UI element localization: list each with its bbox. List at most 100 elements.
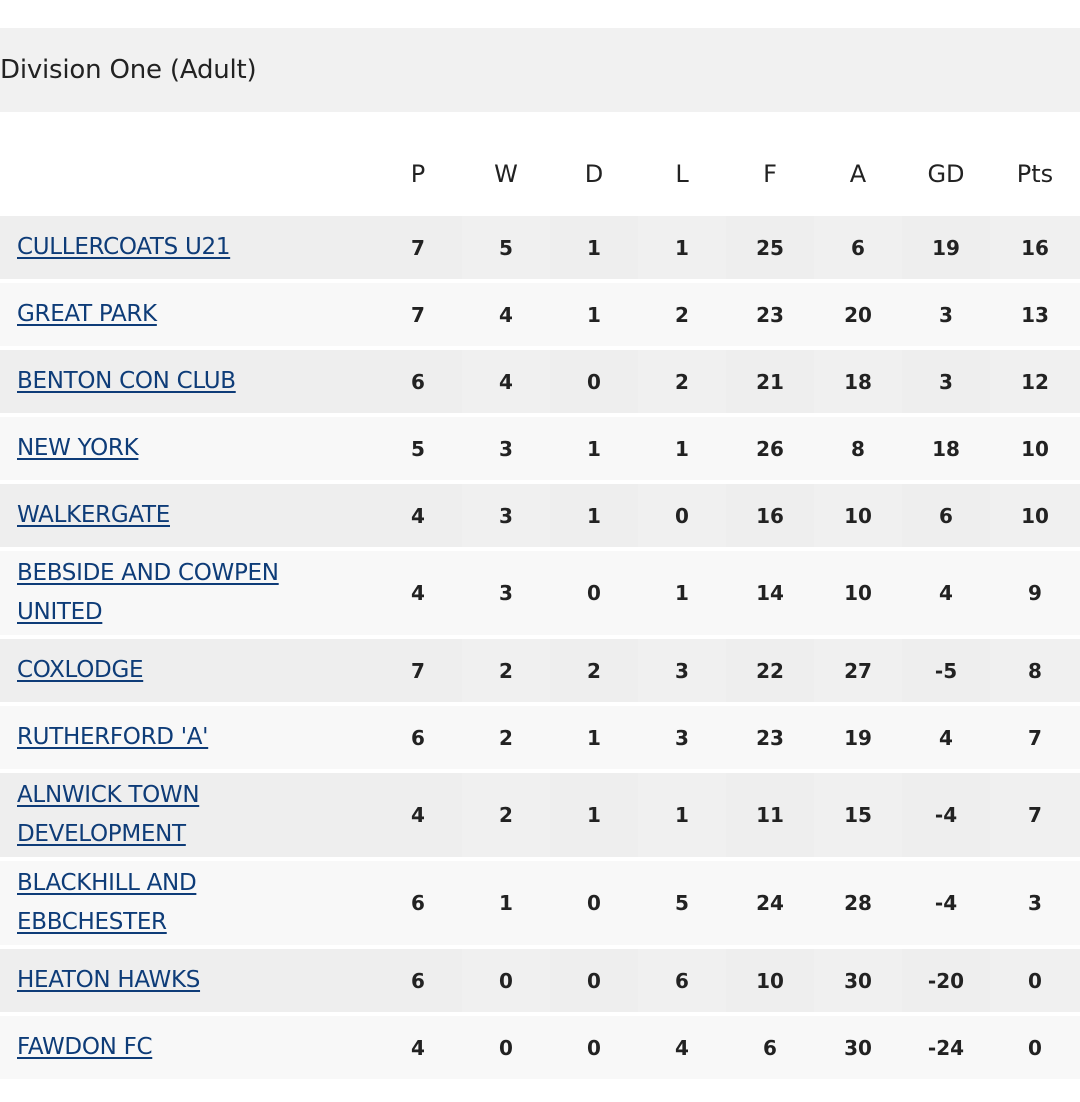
lost-cell: 5 — [638, 859, 726, 947]
played-cell: 6 — [374, 348, 462, 415]
table-header: P W D L F A GD Pts — [0, 136, 1080, 215]
division-title: Division One (Adult) — [0, 55, 257, 85]
team-link[interactable]: COXLODGE — [17, 657, 144, 683]
points-cell: 3 — [990, 859, 1080, 947]
lost-cell: 1 — [638, 771, 726, 859]
drawn-cell: 1 — [550, 281, 638, 348]
drawn-cell: 0 — [550, 859, 638, 947]
team-cell: BENTON CON CLUB — [0, 348, 374, 415]
table-row: HEATON HAWKS 6 0 0 6 10 30 -20 0 — [0, 947, 1080, 1014]
against-cell: 15 — [814, 771, 902, 859]
for-cell: 21 — [726, 348, 814, 415]
header-row: P W D L F A GD Pts — [0, 136, 1080, 215]
drawn-cell: 0 — [550, 947, 638, 1014]
played-cell: 4 — [374, 771, 462, 859]
goal-difference-cell: -24 — [902, 1014, 990, 1079]
team-cell: BEBSIDE AND COWPEN UNITED — [0, 549, 374, 637]
table-row: GREAT PARK 7 4 1 2 23 20 3 13 — [0, 281, 1080, 348]
table-row: BEBSIDE AND COWPEN UNITED 4 3 0 1 14 10 … — [0, 549, 1080, 637]
header-goal-difference: GD — [902, 136, 990, 215]
goal-difference-cell: -20 — [902, 947, 990, 1014]
lost-cell: 0 — [638, 482, 726, 549]
played-cell: 4 — [374, 1014, 462, 1079]
team-cell: HEATON HAWKS — [0, 947, 374, 1014]
goal-difference-cell: 4 — [902, 549, 990, 637]
won-cell: 0 — [462, 947, 550, 1014]
lost-cell: 4 — [638, 1014, 726, 1079]
points-cell: 10 — [990, 482, 1080, 549]
won-cell: 2 — [462, 771, 550, 859]
team-cell: NEW YORK — [0, 415, 374, 482]
played-cell: 7 — [374, 281, 462, 348]
team-cell: RUTHERFORD 'A' — [0, 704, 374, 771]
for-cell: 24 — [726, 859, 814, 947]
division-header: Division One (Adult) — [0, 28, 1080, 112]
team-link[interactable]: CULLERCOATS U21 — [17, 234, 231, 260]
for-cell: 26 — [726, 415, 814, 482]
team-link[interactable]: BENTON CON CLUB — [17, 368, 236, 394]
points-cell: 10 — [990, 415, 1080, 482]
for-cell: 23 — [726, 281, 814, 348]
team-link[interactable]: HEATON HAWKS — [17, 967, 201, 993]
against-cell: 10 — [814, 482, 902, 549]
drawn-cell: 1 — [550, 214, 638, 281]
won-cell: 5 — [462, 214, 550, 281]
goal-difference-cell: -5 — [902, 637, 990, 704]
team-link[interactable]: BLACKHILL AND EBBCHESTER — [17, 870, 197, 935]
won-cell: 3 — [462, 482, 550, 549]
points-cell: 12 — [990, 348, 1080, 415]
played-cell: 6 — [374, 704, 462, 771]
team-cell: CULLERCOATS U21 — [0, 214, 374, 281]
table-row: BENTON CON CLUB 6 4 0 2 21 18 3 12 — [0, 348, 1080, 415]
against-cell: 30 — [814, 947, 902, 1014]
against-cell: 20 — [814, 281, 902, 348]
drawn-cell: 1 — [550, 482, 638, 549]
for-cell: 10 — [726, 947, 814, 1014]
points-cell: 9 — [990, 549, 1080, 637]
team-link[interactable]: RUTHERFORD 'A' — [17, 724, 209, 750]
table-row: COXLODGE 7 2 2 3 22 27 -5 8 — [0, 637, 1080, 704]
lost-cell: 3 — [638, 704, 726, 771]
league-table: P W D L F A GD Pts CULLERCOATS U21 7 5 1… — [0, 136, 1080, 1079]
against-cell: 28 — [814, 859, 902, 947]
against-cell: 18 — [814, 348, 902, 415]
goal-difference-cell: 3 — [902, 281, 990, 348]
goal-difference-cell: 19 — [902, 214, 990, 281]
team-link[interactable]: ALNWICK TOWN DEVELOPMENT — [17, 782, 200, 847]
table-row: WALKERGATE 4 3 1 0 16 10 6 10 — [0, 482, 1080, 549]
table-row: RUTHERFORD 'A' 6 2 1 3 23 19 4 7 — [0, 704, 1080, 771]
for-cell: 23 — [726, 704, 814, 771]
drawn-cell: 2 — [550, 637, 638, 704]
header-team — [0, 136, 374, 215]
won-cell: 1 — [462, 859, 550, 947]
won-cell: 2 — [462, 704, 550, 771]
against-cell: 10 — [814, 549, 902, 637]
goal-difference-cell: -4 — [902, 771, 990, 859]
team-link[interactable]: WALKERGATE — [17, 502, 170, 528]
won-cell: 2 — [462, 637, 550, 704]
header-points: Pts — [990, 136, 1080, 215]
table-row: ALNWICK TOWN DEVELOPMENT 4 2 1 1 11 15 -… — [0, 771, 1080, 859]
team-link[interactable]: GREAT PARK — [17, 301, 157, 327]
team-link[interactable]: NEW YORK — [17, 435, 139, 461]
points-cell: 0 — [990, 1014, 1080, 1079]
for-cell: 16 — [726, 482, 814, 549]
team-link[interactable]: FAWDON FC — [17, 1034, 153, 1060]
goal-difference-cell: -4 — [902, 859, 990, 947]
points-cell: 0 — [990, 947, 1080, 1014]
lost-cell: 2 — [638, 348, 726, 415]
for-cell: 6 — [726, 1014, 814, 1079]
team-cell: BLACKHILL AND EBBCHESTER — [0, 859, 374, 947]
team-cell: WALKERGATE — [0, 482, 374, 549]
for-cell: 11 — [726, 771, 814, 859]
team-link[interactable]: BEBSIDE AND COWPEN UNITED — [17, 560, 279, 625]
header-against: A — [814, 136, 902, 215]
points-cell: 7 — [990, 704, 1080, 771]
goal-difference-cell: 3 — [902, 348, 990, 415]
lost-cell: 6 — [638, 947, 726, 1014]
drawn-cell: 0 — [550, 549, 638, 637]
header-won: W — [462, 136, 550, 215]
points-cell: 7 — [990, 771, 1080, 859]
played-cell: 6 — [374, 859, 462, 947]
won-cell: 3 — [462, 549, 550, 637]
